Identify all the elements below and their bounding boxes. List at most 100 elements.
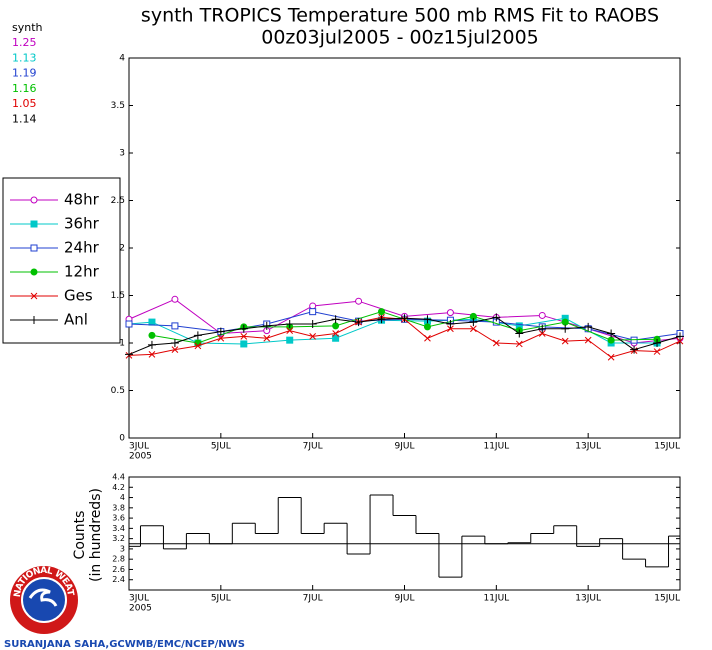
y-tick-label: 4 — [119, 54, 125, 64]
y-tick-label: 2.5 — [111, 196, 125, 206]
marker — [285, 320, 294, 328]
marker — [378, 308, 386, 316]
x-tick-label: 11JUL — [483, 594, 509, 604]
legend-label: 48hr — [64, 191, 100, 209]
marker — [216, 327, 225, 336]
marker — [309, 308, 317, 316]
marker — [653, 348, 661, 355]
y-tick-label: 3.5 — [111, 101, 125, 111]
y-axis-label: Counts — [72, 511, 88, 560]
marker — [538, 311, 546, 319]
y-axis-label: (in hundreds) — [88, 488, 104, 582]
x-tick-label: 11JUL — [483, 442, 509, 452]
marker — [377, 315, 386, 324]
marker — [332, 334, 340, 342]
y-tick-label: 3 — [119, 149, 125, 159]
marker — [331, 315, 340, 324]
marker — [538, 324, 547, 333]
marker — [170, 339, 179, 347]
marker — [400, 314, 409, 323]
marker — [561, 324, 570, 333]
x-tick-label: 13JUL — [575, 442, 601, 452]
x-tick-label: 3JUL — [129, 442, 149, 452]
marker — [332, 322, 340, 330]
x-tick-label: 15JUL — [654, 594, 680, 604]
marker — [148, 318, 156, 326]
y-tick-label: 3.2 — [112, 534, 125, 543]
marker — [263, 334, 271, 342]
chart-subtitle: 00z03jul2005 - 00z15jul2005 — [261, 27, 539, 49]
y-tick-label: 1.5 — [111, 291, 125, 301]
marker — [515, 340, 523, 348]
marker — [446, 320, 455, 328]
stats-value: 1.14 — [12, 113, 37, 126]
marker — [447, 325, 454, 333]
marker — [561, 337, 569, 345]
marker — [424, 334, 431, 342]
x-year-label: 2005 — [129, 604, 152, 614]
x-tick-label: 7JUL — [303, 442, 323, 452]
marker — [239, 324, 248, 333]
marker — [309, 302, 317, 310]
marker — [492, 339, 500, 347]
marker — [470, 325, 477, 333]
marker — [676, 332, 684, 341]
x-tick-label: 15JUL — [654, 442, 680, 452]
marker — [240, 340, 248, 348]
plot-frame — [128, 476, 681, 591]
legend-label: Ges — [64, 287, 93, 305]
y-tick-label: 3.8 — [112, 503, 125, 512]
marker — [469, 318, 478, 327]
legend-label: 24hr — [64, 239, 100, 257]
marker — [538, 330, 546, 337]
x-tick-label: 9JUL — [395, 442, 415, 452]
marker — [171, 322, 179, 330]
x-tick-label: 9JUL — [395, 594, 415, 604]
stats-value: 1.19 — [12, 67, 37, 80]
stats-title: synth — [12, 21, 43, 34]
marker — [194, 342, 202, 350]
marker — [286, 327, 294, 335]
marker — [30, 244, 38, 252]
y-tick-label: 3 — [120, 544, 125, 553]
marker — [469, 312, 477, 320]
marker — [515, 322, 523, 330]
y-tick-label: 3.6 — [112, 514, 125, 523]
x-tick-label: 13JUL — [575, 594, 601, 604]
logo-swirl — [28, 588, 58, 607]
marker — [147, 340, 156, 349]
marker — [607, 336, 615, 344]
marker — [584, 336, 592, 344]
marker — [561, 314, 569, 322]
marker — [355, 297, 363, 305]
marker — [262, 321, 271, 330]
legend-label: 12hr — [64, 263, 100, 281]
plot-frame — [128, 57, 681, 439]
marker — [561, 318, 569, 326]
marker — [584, 322, 593, 331]
y-tick-label: 0.5 — [111, 386, 125, 396]
legend-box — [2, 177, 121, 344]
marker — [148, 351, 156, 358]
y-tick-label: 4.2 — [112, 483, 125, 492]
marker — [171, 295, 179, 303]
marker — [148, 331, 156, 339]
marker — [653, 339, 662, 347]
stats-value: 1.16 — [12, 82, 37, 95]
x-tick-label: 7JUL — [303, 594, 323, 604]
marker — [30, 220, 38, 228]
marker — [193, 331, 202, 340]
marker — [676, 337, 684, 345]
marker — [30, 268, 38, 276]
marker — [125, 350, 133, 359]
y-tick-label: 2.4 — [112, 575, 125, 584]
marker — [217, 334, 225, 342]
marker — [240, 332, 248, 340]
marker — [332, 330, 339, 337]
y-tick-label: 1 — [119, 339, 125, 349]
y-tick-label: 4 — [120, 493, 125, 502]
x-tick-label: 3JUL — [129, 594, 149, 604]
marker — [423, 315, 432, 324]
y-tick-label: 2 — [119, 244, 125, 254]
